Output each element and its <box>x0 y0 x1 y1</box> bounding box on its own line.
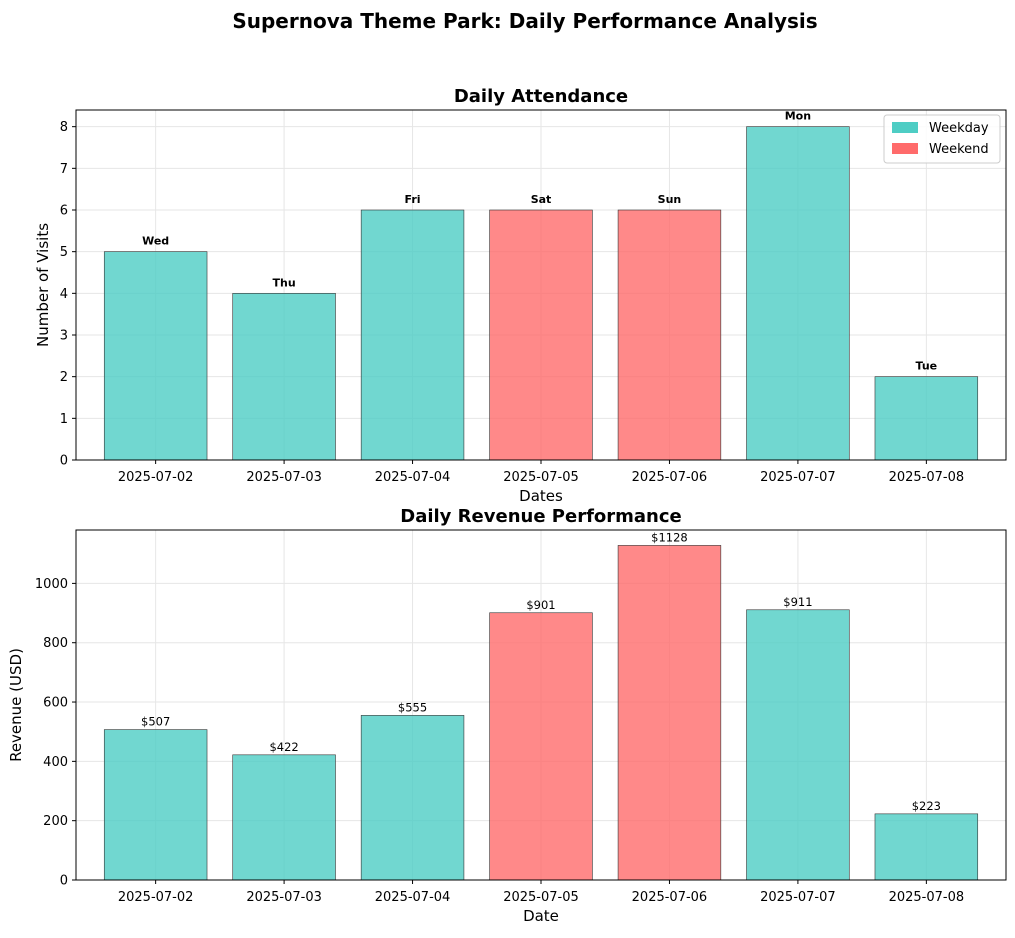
y-tick-label: 7 <box>60 162 68 177</box>
bar-weekday <box>103 251 208 461</box>
x-tick-label: 2025-07-08 <box>889 470 965 485</box>
x-axis-label: Date <box>523 907 559 925</box>
bar-value-label: $911 <box>783 595 812 609</box>
x-tick-label: 2025-07-08 <box>889 890 965 905</box>
bar-day-label: Fri <box>405 193 421 206</box>
y-tick-label: 6 <box>60 204 68 219</box>
bar-value-label: $223 <box>912 799 941 813</box>
bar-weekday <box>360 209 465 461</box>
bar-weekday <box>232 293 336 461</box>
y-tick-label: 0 <box>60 454 68 469</box>
bar-day-label: Tue <box>916 360 938 373</box>
bar-weekday <box>874 813 979 881</box>
x-tick-label: 2025-07-05 <box>503 890 579 905</box>
y-tick-label: 400 <box>43 755 68 770</box>
x-tick-label: 2025-07-04 <box>375 470 451 485</box>
bar-weekend <box>489 612 593 881</box>
bar-weekend <box>617 545 722 881</box>
x-tick-label: 2025-07-02 <box>118 890 194 905</box>
legend-label-weekend: Weekend <box>929 142 989 157</box>
bar-day-label: Sat <box>531 193 552 206</box>
x-tick-label: 2025-07-02 <box>118 470 194 485</box>
x-tick-label: 2025-07-06 <box>632 890 708 905</box>
bar-day-label: Sun <box>658 193 682 206</box>
y-tick-label: 3 <box>60 329 68 344</box>
bar-day-label: Mon <box>785 110 811 123</box>
x-tick-label: 2025-07-06 <box>632 470 708 485</box>
y-tick-label: 200 <box>43 814 68 829</box>
y-tick-label: 0 <box>60 874 68 889</box>
legend-label-weekday: Weekday <box>929 121 989 136</box>
x-tick-label: 2025-07-07 <box>760 470 836 485</box>
bar-day-label: Wed <box>142 235 169 248</box>
legend-swatch-weekend <box>892 143 918 154</box>
y-tick-label: 1 <box>60 412 68 427</box>
chart-title: Daily Attendance <box>454 86 628 107</box>
y-tick-label: 800 <box>43 636 68 651</box>
chart-title: Daily Revenue Performance <box>400 506 682 527</box>
bar-weekday <box>874 376 979 461</box>
bar-weekday <box>232 754 336 881</box>
bar-weekday <box>746 126 850 461</box>
bar-weekend <box>489 209 593 461</box>
bar-value-label: $901 <box>526 598 555 612</box>
revenue-chart: $507 $422 $555 $901 $1128 $911 $223 0 200 400 600 8… <box>7 506 1007 925</box>
bar-day-label: Thu <box>273 276 296 289</box>
y-tick-label: 1000 <box>35 577 68 592</box>
bar-value-label: $507 <box>141 715 170 729</box>
figure-suptitle: Supernova Theme Park: Daily Performance … <box>232 9 817 33</box>
x-tick-label: 2025-07-05 <box>503 470 579 485</box>
bar-weekday <box>360 715 465 881</box>
bar-weekday <box>746 609 850 881</box>
y-tick-label: 2 <box>60 370 68 385</box>
y-tick-label: 600 <box>43 696 68 711</box>
bar-weekday <box>103 729 208 881</box>
x-axis-label: Dates <box>519 487 563 505</box>
y-tick-label: 8 <box>60 120 68 135</box>
legend-swatch-weekday <box>892 122 918 133</box>
bar-value-label: $555 <box>398 700 427 714</box>
y-tick-label: 4 <box>60 287 68 302</box>
bar-value-label: $1128 <box>651 530 688 544</box>
y-tick-label: 5 <box>60 245 68 260</box>
x-tick-label: 2025-07-07 <box>760 890 836 905</box>
bar-weekend <box>617 209 722 461</box>
bar-value-label: $422 <box>269 740 298 754</box>
x-tick-label: 2025-07-03 <box>246 470 322 485</box>
y-axis-label: Revenue (USD) <box>7 648 25 762</box>
attendance-chart: Wed Thu Fri Sat Sun Mon Tue 0 1 2 3 4 5 6 7 8 2025-07-02… <box>34 86 1007 505</box>
x-tick-label: 2025-07-04 <box>375 890 451 905</box>
y-axis-label: Number of Visits <box>34 223 52 347</box>
x-tick-label: 2025-07-03 <box>246 890 322 905</box>
